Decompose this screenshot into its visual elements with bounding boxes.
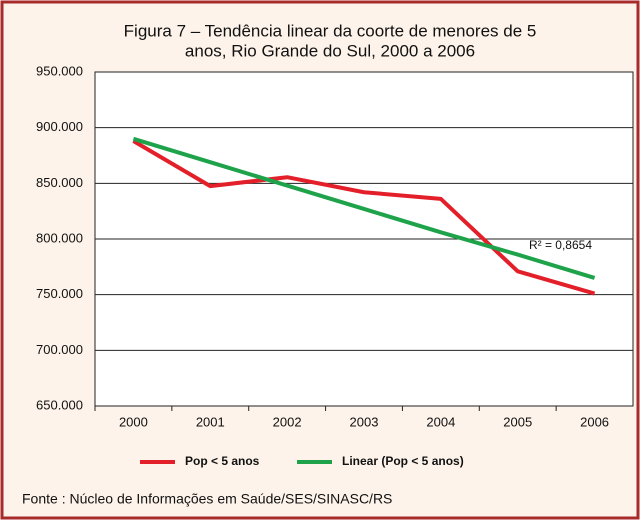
legend-label: Pop < 5 anos bbox=[185, 454, 260, 468]
series-line bbox=[132, 139, 596, 296]
chart-title: anos, Rio Grande do Sul, 2000 a 2006 bbox=[185, 41, 475, 60]
legend-label: Linear (Pop < 5 anos) bbox=[342, 454, 464, 468]
source: Fonte : Núcleo de Informações em Saúde/S… bbox=[22, 491, 392, 507]
x-tick-label: 2003 bbox=[350, 414, 379, 429]
x-tick-label: 2002 bbox=[273, 414, 302, 429]
x-tick-label: 2006 bbox=[580, 414, 609, 429]
y-tick-label: 800.000 bbox=[36, 230, 83, 245]
x-tick-label: 2000 bbox=[119, 414, 148, 429]
x-tick-label: 2001 bbox=[196, 414, 225, 429]
y-tick-label: 650.000 bbox=[36, 397, 83, 412]
y-tick-label: 750.000 bbox=[36, 286, 83, 301]
x-tick-label: 2005 bbox=[503, 414, 532, 429]
y-tick-label: 900.000 bbox=[36, 119, 83, 134]
chart-title: Figura 7 – Tendência linear da coorte de… bbox=[124, 21, 537, 40]
y-tick-label: 850.000 bbox=[36, 175, 83, 190]
y-tick-label: 950.000 bbox=[36, 63, 83, 78]
x-tick-label: 2004 bbox=[426, 414, 455, 429]
series-line bbox=[132, 136, 596, 280]
y-tick-label: 700.000 bbox=[36, 342, 83, 357]
annotation: R² = 0,8654 bbox=[529, 238, 592, 252]
